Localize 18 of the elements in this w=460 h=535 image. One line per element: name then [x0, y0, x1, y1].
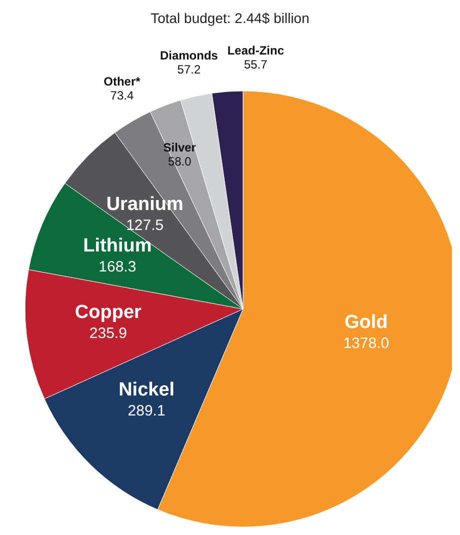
data-label: 127.5 — [126, 217, 164, 234]
data-label: 235.9 — [89, 324, 127, 342]
chart-title: Total budget: 2.44$ billion — [150, 10, 310, 26]
slice-label: Gold — [344, 312, 388, 334]
slice-label: Copper — [74, 302, 142, 323]
data-label: 289.1 — [128, 402, 166, 420]
data-label: 1378.0 — [343, 335, 390, 352]
slice-label: Lead-Zinc — [227, 44, 284, 58]
slice-label: Nickel — [118, 380, 175, 401]
data-label: 58.0 — [168, 154, 192, 168]
data-label: 73.4 — [110, 88, 134, 103]
slice-label: Silver — [163, 140, 196, 154]
data-label: 55.7 — [244, 58, 268, 72]
data-label: 168.3 — [98, 258, 136, 276]
data-label: 57.2 — [177, 62, 201, 76]
slice-label: Other* — [104, 74, 141, 89]
slice-label: Diamonds — [160, 48, 218, 62]
slice-label: Lithium — [83, 235, 152, 256]
